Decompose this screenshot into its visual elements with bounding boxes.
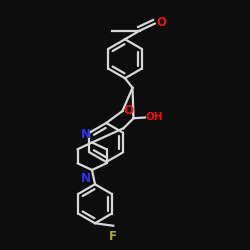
Text: N: N xyxy=(81,128,91,140)
Text: OH: OH xyxy=(146,112,163,122)
Text: O: O xyxy=(156,16,166,30)
Text: N: N xyxy=(81,172,91,185)
Text: O: O xyxy=(124,104,134,117)
Text: F: F xyxy=(109,230,117,242)
